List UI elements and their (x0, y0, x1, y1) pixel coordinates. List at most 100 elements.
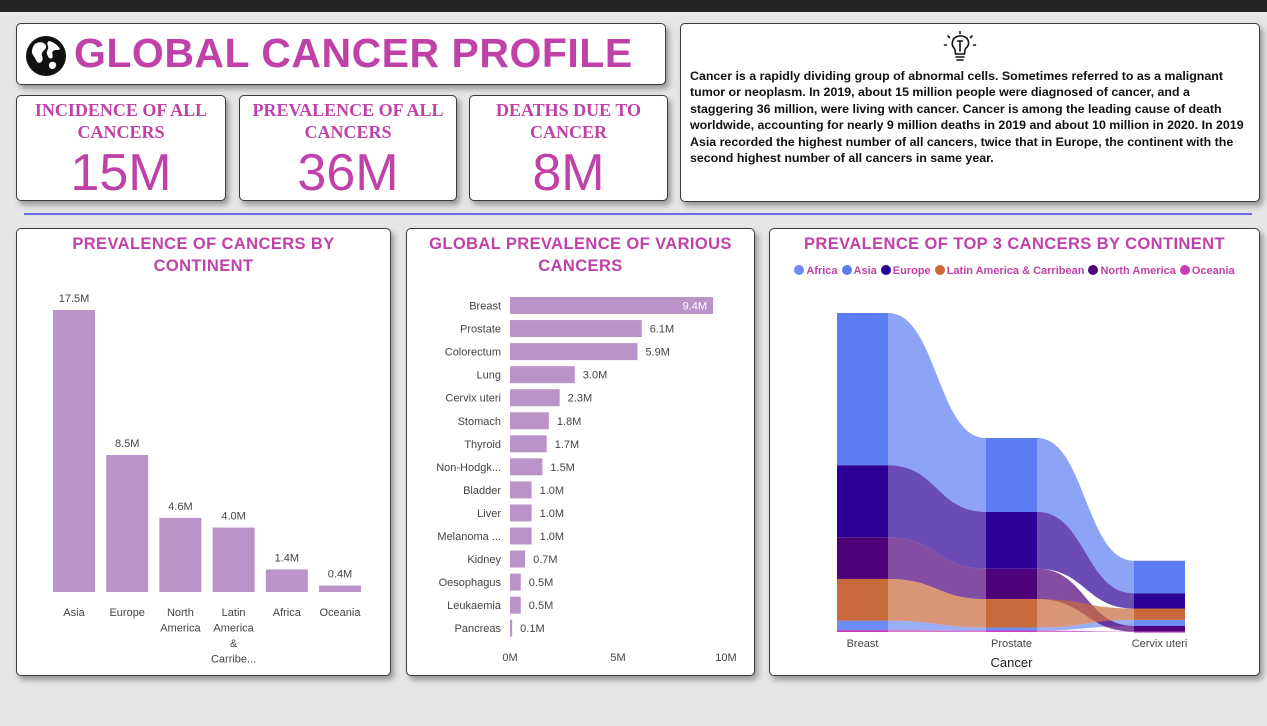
ribbon[interactable] (888, 537, 986, 600)
bar[interactable] (510, 550, 526, 568)
category-label: Non-Hodgk... (436, 462, 501, 474)
cancer-type-prevalence-chart[interactable]: GLOBAL PREVALENCE OF VARIOUS CANCERS Bre… (406, 228, 755, 676)
bar[interactable] (510, 297, 714, 314)
stack-segment[interactable] (1134, 608, 1185, 620)
bar[interactable] (53, 310, 95, 592)
bar[interactable] (510, 573, 521, 591)
kpi-label: INCIDENCE OF ALL CANCERS (34, 100, 208, 142)
bar[interactable] (510, 504, 532, 522)
bar[interactable] (265, 569, 308, 592)
category-label: Thyroid (464, 439, 501, 451)
legend-label: Asia (853, 265, 877, 277)
stack-segment[interactable] (986, 511, 1037, 569)
legend-label: Europe (892, 265, 931, 277)
category-label: Prostate (460, 324, 501, 336)
stack-segment[interactable] (837, 465, 888, 538)
bar[interactable] (319, 585, 361, 592)
chart-title: PREVALENCE OF CANCERS BY CONTINENT (72, 235, 335, 275)
legend-item[interactable]: Asia (841, 265, 877, 277)
category-label: Colorectum (445, 347, 501, 359)
category-label: North America (160, 607, 201, 635)
bar[interactable] (510, 481, 532, 499)
data-label: 4.0M (221, 511, 245, 523)
stack-segment[interactable] (986, 627, 1037, 631)
stack-segment[interactable] (837, 620, 888, 631)
category-label: Cervix uteri (445, 393, 501, 405)
legend-dot (1179, 265, 1190, 275)
bar[interactable] (510, 619, 513, 637)
bar[interactable] (510, 320, 642, 338)
data-label: 1.0M (540, 508, 564, 520)
ribbon[interactable] (1037, 568, 1134, 632)
category-label: Prostate (991, 638, 1032, 650)
x-tick-label: 10M (715, 652, 736, 664)
data-label: 1.0M (540, 485, 564, 497)
bar[interactable] (510, 412, 549, 430)
legend-label: Oceania (1191, 265, 1235, 277)
top3-by-continent-chart[interactable]: PREVALENCE OF TOP 3 CANCERS BY CONTINENT… (769, 228, 1260, 676)
chart-legend[interactable]: Africa Asia Europe Latin America & Carribea… (770, 265, 1259, 277)
legend-item[interactable]: Oceania (1179, 265, 1235, 277)
bar[interactable] (510, 435, 547, 453)
data-label: 1.8M (557, 416, 581, 428)
legend-label: Africa (806, 265, 838, 277)
kpi-label: PREVALENCE OF ALL CANCERS (252, 100, 444, 142)
category-label: Africa (273, 607, 302, 619)
ribbon[interactable] (888, 620, 986, 631)
legend-item[interactable]: Europe (880, 265, 931, 277)
bar[interactable] (159, 517, 202, 592)
title-card: GLOBAL CANCER PROFILE (16, 23, 666, 85)
data-label: 3.0M (583, 370, 607, 382)
ribbon[interactable] (888, 465, 986, 569)
bar[interactable] (510, 389, 560, 407)
bar[interactable] (510, 527, 532, 545)
data-label: 1.7M (555, 439, 579, 451)
stack-segment[interactable] (986, 438, 1037, 512)
ribbon[interactable] (888, 578, 986, 628)
category-label: Pancreas (455, 623, 502, 635)
legend-dot (880, 265, 891, 275)
legend-item[interactable]: Latin America & Carribean (934, 265, 1084, 277)
bar[interactable] (510, 343, 638, 361)
category-label: Melanoma ... (437, 531, 501, 543)
ribbon-chart-svg: Breast Prostate Cervix uteri Cancer (837, 313, 1187, 670)
data-label: 0.1M (520, 623, 544, 635)
data-label: 6.1M (650, 324, 674, 336)
bar[interactable] (510, 366, 575, 384)
category-label: Europe (109, 607, 144, 619)
legend-item[interactable]: Africa (794, 265, 838, 277)
stack-segment[interactable] (837, 313, 888, 466)
stack-segment[interactable] (837, 537, 888, 579)
stack-segment[interactable] (986, 599, 1037, 628)
legend-label: North America (1100, 265, 1176, 277)
stack-segment[interactable] (837, 630, 888, 632)
bar[interactable] (106, 455, 149, 592)
kpi-value: 8M (532, 144, 605, 202)
stack-segment[interactable] (1134, 625, 1185, 632)
stack-segment[interactable] (1134, 619, 1185, 626)
data-label: 4.6M (168, 501, 192, 513)
ribbon[interactable] (1037, 511, 1134, 609)
ribbon[interactable] (1037, 630, 1134, 632)
continent-prevalence-chart[interactable]: PREVALENCE OF CANCERS BY CONTINENT 17.5M… (16, 228, 391, 676)
bar[interactable] (510, 458, 543, 476)
stack-segment[interactable] (837, 578, 888, 621)
stack-segment[interactable] (986, 630, 1037, 632)
kpi-card-incidence: INCIDENCE OF ALL CANCERS 15M (16, 95, 226, 201)
ribbon[interactable] (888, 313, 986, 512)
bar[interactable] (212, 527, 255, 592)
ribbon[interactable] (888, 630, 986, 632)
kpi-value: 36M (297, 144, 399, 202)
bar[interactable] (510, 596, 521, 614)
ribbon[interactable] (1037, 599, 1134, 628)
ribbon[interactable] (1037, 438, 1134, 594)
data-label: 0.4M (328, 569, 352, 581)
stack-segment[interactable] (986, 568, 1037, 600)
data-label: 0.7M (533, 554, 557, 566)
legend-item[interactable]: North America (1088, 265, 1176, 277)
category-label: Oceania (320, 607, 362, 619)
stack-segment[interactable] (1134, 631, 1185, 633)
stack-segment[interactable] (1134, 593, 1185, 609)
stack-segment[interactable] (1134, 560, 1185, 594)
continent-bar-chart-svg: 17.5M Asia 8.5M Europe 4.6M North America 4.0M L… (53, 293, 362, 666)
